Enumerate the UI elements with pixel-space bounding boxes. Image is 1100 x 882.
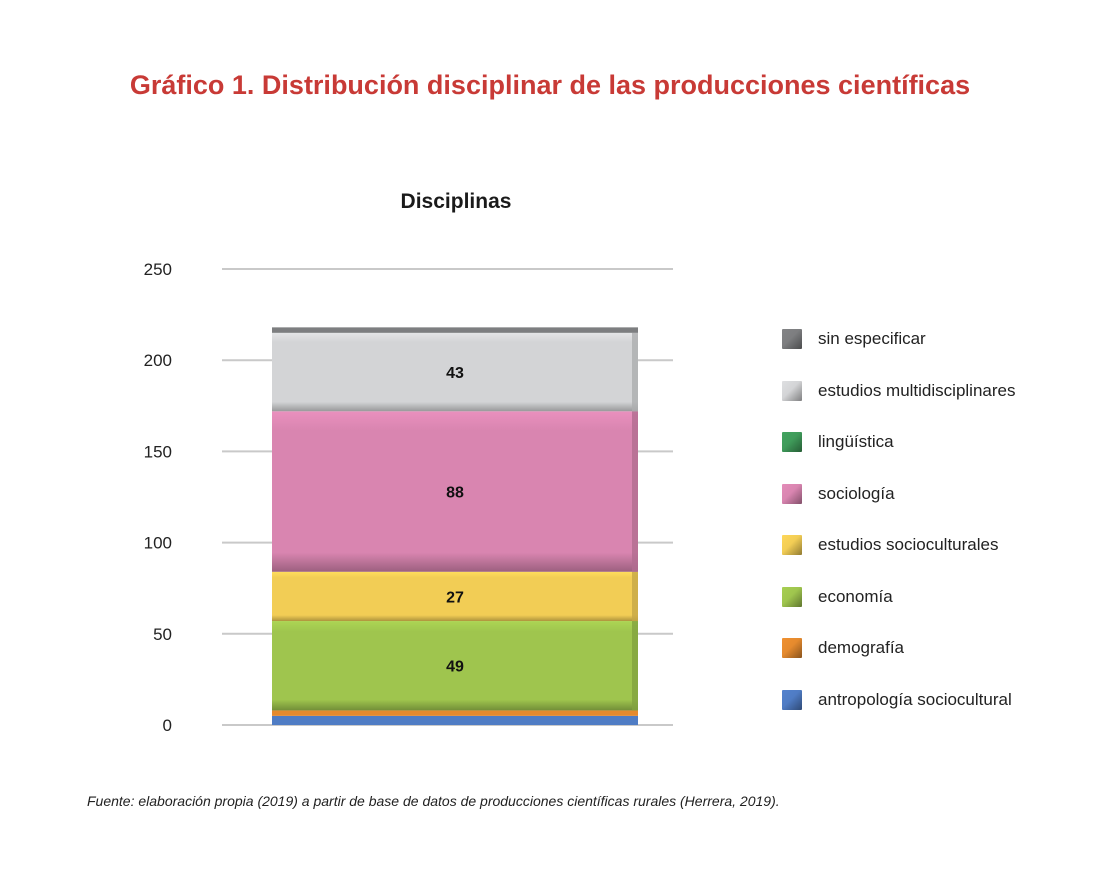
legend-swatch (782, 329, 802, 349)
bar-segment-0 (272, 715, 638, 725)
legend-item: demografía (782, 635, 1015, 661)
y-tick-label: 50 (153, 625, 172, 644)
legend-label: antropología sociocultural (818, 689, 1012, 709)
bar-segment-bevel (632, 332, 638, 412)
data-label: 43 (446, 365, 464, 382)
legend-item: economía (782, 584, 1015, 610)
y-tick-label: 250 (144, 260, 172, 279)
y-tick-label: 150 (144, 442, 172, 461)
bar-segment-3 (272, 571, 638, 622)
legend-item: estudios multidisciplinares (782, 378, 1015, 404)
legend-swatch (782, 432, 802, 452)
bar-segment-7 (272, 327, 638, 333)
legend-swatch (782, 535, 802, 555)
data-label: 27 (446, 589, 464, 606)
legend-swatch (782, 689, 802, 710)
legend-swatch (782, 586, 802, 607)
bar-segment-bevel (632, 571, 638, 622)
legend-label: sin especificar (818, 329, 926, 348)
legend-label: lingüística (818, 432, 894, 451)
legend-item: antropología sociocultural (782, 687, 1015, 713)
chart-legend: sin especificar estudios multidisciplinar… (782, 326, 1015, 738)
y-tick-label: 100 (144, 534, 172, 553)
data-label: 49 (446, 659, 464, 676)
legend-item: lingüística (782, 429, 1015, 455)
y-tick-label: 0 (163, 716, 172, 735)
legend-swatch (782, 483, 802, 504)
legend-label: estudios socioculturales (818, 535, 999, 554)
bar-segment-6 (272, 332, 638, 412)
chart-title: Disciplinas (400, 190, 512, 213)
legend-label: estudios multidisciplinares (818, 380, 1016, 400)
bar-segment-1 (272, 710, 638, 716)
bar-segment-4 (272, 411, 638, 572)
legend-item: sin especificar (782, 326, 1015, 352)
legend-item: estudios socioculturales (782, 532, 1015, 558)
legend-swatch (782, 380, 802, 401)
legend-label: sociología (818, 483, 895, 503)
chart-main-title: Gráfico 1. Distribución disciplinar de l… (129, 70, 971, 100)
bar-segment-2 (272, 621, 638, 711)
source-note: Fuente: elaboración propia (2019) a part… (87, 793, 780, 809)
legend-label: demografía (818, 638, 904, 657)
data-label: 88 (446, 485, 464, 502)
y-tick-label: 200 (144, 351, 172, 370)
legend-swatch (782, 638, 802, 658)
bar-segment-bevel (632, 621, 638, 711)
legend-item: sociología (782, 481, 1015, 507)
legend-label: economía (818, 586, 893, 606)
bar-segment-bevel (632, 411, 638, 572)
